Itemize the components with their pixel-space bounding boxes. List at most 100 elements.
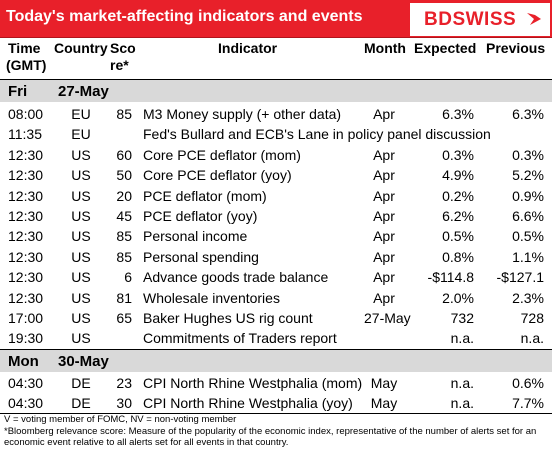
cell-country: EU bbox=[71, 106, 91, 122]
divider bbox=[0, 349, 552, 350]
day-name: Fri bbox=[8, 83, 28, 100]
cell-score: 65 bbox=[116, 310, 132, 326]
cell-previous: 0.3% bbox=[512, 146, 544, 163]
day-row-fri: Fri 27-May bbox=[0, 80, 552, 102]
cell-indicator: PCE deflator (yoy) bbox=[143, 208, 258, 224]
cell-expected: 6.3% bbox=[442, 106, 474, 122]
cell-indicator: Fed's Bullard and ECB's Lane in policy p… bbox=[143, 126, 491, 143]
cell-country: US bbox=[71, 330, 91, 347]
col-time-l2: (GMT) bbox=[6, 57, 47, 73]
cell-time: 12:30 bbox=[8, 167, 44, 184]
cell-month: Apr bbox=[373, 289, 395, 306]
cell-month: Apr bbox=[373, 167, 395, 184]
day-date: 27-May bbox=[58, 83, 109, 100]
day-row-mon: Mon 30-May bbox=[0, 350, 552, 372]
cell-indicator: Baker Hughes US rig count bbox=[143, 310, 313, 326]
cell-score: 23 bbox=[116, 375, 132, 391]
logo-text: BDSWISS bbox=[424, 9, 517, 30]
cell-score: 85 bbox=[116, 106, 132, 122]
cell-score: 20 bbox=[116, 187, 132, 204]
cell-time: 08:00 bbox=[8, 106, 44, 122]
cell-indicator: CPI North Rhine Westphalia (mom) bbox=[143, 375, 363, 391]
divider bbox=[0, 79, 552, 80]
cell-score: 50 bbox=[116, 167, 132, 184]
cell-previous: 2.3% bbox=[512, 289, 544, 306]
table-row: 17:00 US 65 Baker Hughes US rig count 27… bbox=[0, 308, 552, 328]
table-row: 12:30 US 85 Personal income Apr 0.5% 0.5… bbox=[0, 226, 552, 246]
logo-chevron-icon bbox=[527, 13, 541, 25]
col-score-l1: Sco bbox=[110, 40, 136, 56]
cell-indicator: PCE deflator (mom) bbox=[143, 187, 267, 204]
cell-expected: n.a. bbox=[450, 395, 474, 412]
cell-indicator: Advance goods trade balance bbox=[143, 269, 329, 286]
col-month: Month bbox=[364, 40, 406, 56]
cell-time: 11:35 bbox=[8, 126, 42, 143]
cell-previous: 6.6% bbox=[512, 208, 544, 224]
cell-score: 6 bbox=[124, 269, 132, 286]
cell-previous: 1.1% bbox=[512, 248, 544, 265]
divider bbox=[0, 413, 552, 414]
cell-country: US bbox=[71, 208, 91, 224]
cell-month: May bbox=[370, 395, 398, 412]
cell-indicator: Personal income bbox=[143, 228, 248, 245]
day-date: 30-May bbox=[58, 353, 109, 370]
cell-indicator: Core PCE deflator (mom) bbox=[143, 146, 301, 163]
table-row: 12:30 US 81 Wholesale inventories Apr 2.… bbox=[0, 288, 552, 308]
footnote-score: *Bloomberg relevance score: Measure of t… bbox=[4, 426, 537, 448]
cell-indicator: Core PCE deflator (yoy) bbox=[143, 167, 292, 184]
cell-previous: 5.2% bbox=[512, 167, 544, 184]
cell-time: 12:30 bbox=[8, 208, 44, 224]
cell-month: Apr bbox=[373, 146, 395, 163]
table-row: 12:30 US 45 PCE deflator (yoy) Apr 6.2% … bbox=[0, 206, 552, 226]
cell-previous: 6.3% bbox=[512, 106, 544, 122]
cell-time: 12:30 bbox=[8, 248, 44, 265]
cell-score: 45 bbox=[116, 208, 132, 224]
cell-expected: n.a. bbox=[450, 375, 474, 391]
cell-expected: -$114.8 bbox=[427, 269, 474, 286]
footnote-voting: V = voting member of FOMC, NV = non-voti… bbox=[4, 414, 237, 425]
table-row: 19:30 US Commitments of Traders report n… bbox=[0, 328, 552, 348]
table-row: 12:30 US 50 Core PCE deflator (yoy) Apr … bbox=[0, 165, 552, 185]
table-row: 08:00 EU 85 M3 Money supply (+ other dat… bbox=[0, 104, 552, 124]
table-row: 12:30 US 60 Core PCE deflator (mom) Apr … bbox=[0, 145, 552, 165]
table-row: 04:30 DE 23 CPI North Rhine Westphalia (… bbox=[0, 373, 552, 393]
cell-month: Apr bbox=[373, 269, 395, 286]
cell-month: Apr bbox=[373, 106, 395, 122]
cell-expected: 732 bbox=[450, 310, 474, 326]
table-row: 12:30 US 6 Advance goods trade balance A… bbox=[0, 267, 552, 287]
col-expected: Expected bbox=[414, 40, 477, 56]
cell-country: DE bbox=[71, 395, 91, 412]
day-name: Mon bbox=[8, 353, 39, 370]
cell-expected: 0.8% bbox=[442, 248, 474, 265]
cell-score: 81 bbox=[116, 289, 132, 306]
cell-time: 12:30 bbox=[8, 228, 44, 245]
table-row: 12:30 US 20 PCE deflator (mom) Apr 0.2% … bbox=[0, 186, 552, 206]
cell-score: 60 bbox=[116, 146, 132, 163]
cell-country: US bbox=[71, 310, 91, 326]
cell-expected: 0.2% bbox=[442, 187, 474, 204]
header-bar: Today's market-affecting indicators and … bbox=[0, 0, 552, 38]
cell-previous: 0.5% bbox=[512, 228, 544, 245]
cell-month: 27-May bbox=[364, 310, 411, 326]
cell-time: 04:30 bbox=[8, 395, 44, 412]
cell-previous: 0.6% bbox=[512, 375, 544, 391]
cell-time: 12:30 bbox=[8, 289, 44, 306]
cell-indicator: Commitments of Traders report bbox=[143, 330, 337, 347]
cell-score: 30 bbox=[116, 395, 132, 412]
cell-month: Apr bbox=[373, 248, 395, 265]
cell-time: 17:00 bbox=[8, 310, 44, 326]
table-row: 12:30 US 85 Personal spending Apr 0.8% 1… bbox=[0, 247, 552, 267]
cell-country: US bbox=[71, 228, 91, 245]
cell-time: 04:30 bbox=[8, 375, 44, 391]
page-title: Today's market-affecting indicators and … bbox=[6, 8, 363, 25]
cell-country: EU bbox=[71, 126, 91, 143]
cell-month: Apr bbox=[373, 228, 395, 245]
cell-previous: -$127.1 bbox=[496, 269, 544, 286]
cell-month: Apr bbox=[373, 208, 395, 224]
cell-expected: 4.9% bbox=[442, 167, 474, 184]
cell-expected: 0.3% bbox=[442, 146, 474, 163]
cell-time: 19:30 bbox=[8, 330, 44, 347]
cell-country: US bbox=[71, 167, 91, 184]
cell-indicator: CPI North Rhine Westphalia (yoy) bbox=[143, 395, 353, 412]
col-previous: Previous bbox=[486, 40, 546, 56]
